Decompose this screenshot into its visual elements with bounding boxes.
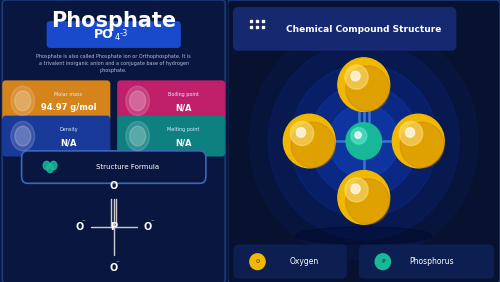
Circle shape <box>345 65 368 89</box>
Text: Melting point: Melting point <box>167 127 200 132</box>
Circle shape <box>400 122 422 146</box>
Circle shape <box>338 58 390 111</box>
Circle shape <box>46 164 54 173</box>
FancyBboxPatch shape <box>359 244 494 279</box>
Circle shape <box>11 121 34 151</box>
Circle shape <box>392 114 444 168</box>
Circle shape <box>345 178 368 202</box>
FancyBboxPatch shape <box>117 116 225 157</box>
Circle shape <box>406 127 414 137</box>
Circle shape <box>15 126 30 146</box>
Text: Phosphate: Phosphate <box>51 11 176 31</box>
Ellipse shape <box>296 227 432 244</box>
FancyBboxPatch shape <box>234 244 347 279</box>
Circle shape <box>351 128 367 144</box>
Circle shape <box>351 71 360 81</box>
Text: O: O <box>256 259 260 264</box>
Circle shape <box>346 179 390 224</box>
Text: Oxygen: Oxygen <box>289 257 318 266</box>
Circle shape <box>250 254 265 270</box>
Circle shape <box>126 86 150 116</box>
FancyBboxPatch shape <box>228 0 500 282</box>
FancyBboxPatch shape <box>22 151 206 183</box>
Circle shape <box>43 161 50 170</box>
FancyBboxPatch shape <box>233 7 456 51</box>
FancyBboxPatch shape <box>46 21 181 48</box>
Text: 4: 4 <box>114 33 120 42</box>
Circle shape <box>250 23 478 259</box>
Circle shape <box>126 121 150 151</box>
Circle shape <box>346 66 390 111</box>
FancyBboxPatch shape <box>117 80 225 121</box>
Circle shape <box>309 85 418 197</box>
Text: P: P <box>110 222 118 232</box>
Text: N/A: N/A <box>60 139 76 148</box>
FancyBboxPatch shape <box>2 80 110 121</box>
Text: Phosphate is also called Phosphate ion or Orthophosphate. It is
a trivalent inor: Phosphate is also called Phosphate ion o… <box>36 54 191 73</box>
FancyBboxPatch shape <box>2 116 110 157</box>
Text: O: O <box>144 222 152 232</box>
Text: O: O <box>110 263 118 273</box>
Text: 94.97 g/mol: 94.97 g/mol <box>40 103 96 113</box>
Circle shape <box>290 65 438 217</box>
Circle shape <box>328 104 399 178</box>
Circle shape <box>15 91 30 111</box>
Text: Molar mass: Molar mass <box>54 92 82 97</box>
Text: Phosphorus: Phosphorus <box>410 257 454 266</box>
Circle shape <box>351 184 360 194</box>
Circle shape <box>284 114 335 168</box>
Circle shape <box>11 86 34 116</box>
Text: -3: -3 <box>120 29 128 38</box>
Circle shape <box>346 123 382 159</box>
Text: P: P <box>381 259 384 264</box>
Circle shape <box>130 126 146 146</box>
Circle shape <box>290 122 314 146</box>
Circle shape <box>50 161 57 170</box>
Circle shape <box>338 171 390 224</box>
Text: N/A: N/A <box>175 139 192 148</box>
Text: O: O <box>76 222 84 232</box>
Text: Boiling point: Boiling point <box>168 92 199 97</box>
Circle shape <box>355 132 362 138</box>
Circle shape <box>130 91 146 111</box>
FancyBboxPatch shape <box>2 0 225 282</box>
Text: O: O <box>110 181 118 191</box>
Circle shape <box>296 127 306 137</box>
Text: Structure Formula: Structure Formula <box>96 164 159 170</box>
Circle shape <box>400 122 444 168</box>
Circle shape <box>291 122 335 168</box>
Text: PO: PO <box>94 28 114 41</box>
Text: Density: Density <box>59 127 78 132</box>
Text: ⁻: ⁻ <box>116 261 119 267</box>
Text: N/A: N/A <box>175 103 192 113</box>
Text: Chemical Compound Structure: Chemical Compound Structure <box>286 25 442 34</box>
Circle shape <box>268 42 459 240</box>
Circle shape <box>375 254 390 270</box>
Text: ⁻: ⁻ <box>150 220 154 226</box>
Text: ⁻: ⁻ <box>82 220 86 226</box>
